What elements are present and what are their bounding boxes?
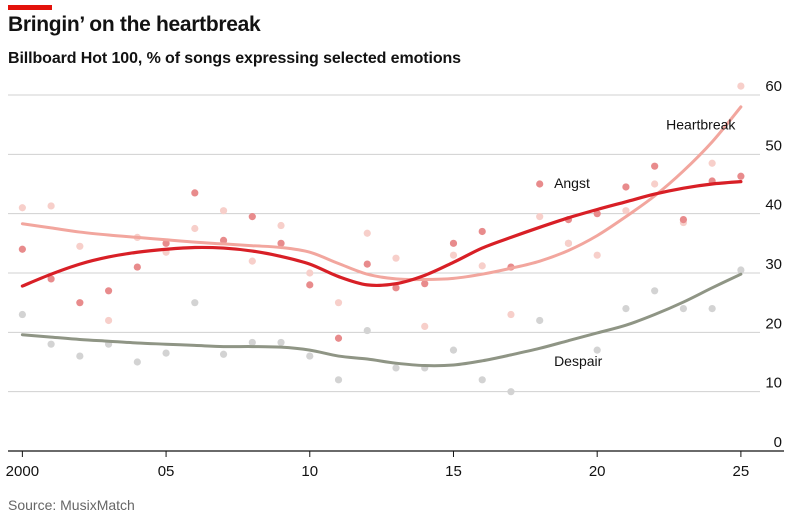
heartbreak-point-2010 bbox=[306, 269, 314, 277]
despair-point-2015 bbox=[449, 346, 458, 354]
angst-point-2006 bbox=[191, 189, 199, 197]
x-tick-label-25: 25 bbox=[733, 463, 750, 480]
y-tick-label-10: 10 bbox=[765, 375, 782, 392]
x-tick-label-10: 10 bbox=[301, 463, 318, 480]
y-tick-label-40: 40 bbox=[765, 197, 782, 214]
y-tick-label-20: 20 bbox=[765, 315, 782, 332]
despair-point-2008 bbox=[248, 338, 256, 347]
angst-point-2000 bbox=[18, 245, 26, 253]
chart-subtitle: Billboard Hot 100, % of songs expressing… bbox=[8, 50, 461, 67]
x-tick-label-05: 05 bbox=[158, 463, 175, 480]
heartbreak-point-2013 bbox=[392, 254, 400, 262]
angst-point-2007 bbox=[219, 236, 228, 244]
angst-point-2011 bbox=[334, 334, 343, 342]
angst-point-2010 bbox=[306, 281, 314, 289]
angst-label: Angst bbox=[554, 175, 590, 191]
despair-point-2018 bbox=[536, 316, 544, 325]
despair-point-2013 bbox=[392, 364, 400, 372]
x-tick-label-2000: 2000 bbox=[6, 463, 39, 480]
despair-point-2024 bbox=[708, 305, 716, 313]
heartbreak-point-2002 bbox=[76, 242, 84, 250]
despair-point-2007 bbox=[219, 350, 228, 358]
heartbreak-point-2000 bbox=[18, 204, 26, 212]
y-tick-label-30: 30 bbox=[765, 256, 782, 273]
heartbreak-point-2021 bbox=[622, 207, 630, 215]
despair-point-2016 bbox=[478, 376, 486, 384]
angst-point-2020 bbox=[593, 210, 601, 218]
heartbreak-point-2009 bbox=[277, 221, 285, 230]
despair-label: Despair bbox=[554, 353, 603, 369]
despair-point-2005 bbox=[162, 349, 170, 357]
heartbreak-point-2007 bbox=[219, 207, 228, 215]
heartbreak-point-2008 bbox=[248, 257, 256, 265]
x-tick-label-20: 20 bbox=[589, 463, 606, 480]
angst-trend-line bbox=[20, 180, 743, 288]
heartbreak-point-2003 bbox=[104, 316, 113, 325]
angst-point-2004 bbox=[133, 263, 141, 271]
despair-point-2009 bbox=[277, 338, 285, 347]
angst-point-2013 bbox=[392, 284, 400, 292]
despair-point-2001 bbox=[47, 340, 55, 348]
angst-point-2005 bbox=[162, 239, 170, 247]
despair-point-2022 bbox=[651, 287, 659, 295]
y-tick-label-60: 60 bbox=[765, 78, 782, 95]
trend-lines bbox=[20, 105, 743, 368]
despair-point-2012 bbox=[363, 326, 371, 335]
heartbreak-point-2025 bbox=[737, 82, 745, 90]
axes: 0 10 20 30 40 50 60 2000 05 10 15 20 25 bbox=[6, 78, 784, 480]
angst-point-2008 bbox=[248, 213, 256, 221]
angst-point-2016 bbox=[478, 227, 486, 236]
angst-point-2015 bbox=[449, 239, 458, 247]
heartbreak-point-2020 bbox=[593, 251, 601, 259]
brand-red-tag bbox=[8, 5, 52, 10]
angst-point-2002 bbox=[76, 299, 84, 307]
despair-point-2021 bbox=[622, 305, 630, 313]
heartbreak-point-2024 bbox=[708, 159, 716, 167]
despair-trend-line bbox=[20, 272, 743, 368]
heartbreak-point-2017 bbox=[507, 310, 515, 319]
despair-point-2025 bbox=[737, 266, 745, 274]
despair-point-2002 bbox=[76, 352, 84, 360]
heartbreak-point-2012 bbox=[363, 229, 371, 237]
heartbreak-point-2019 bbox=[564, 239, 573, 247]
data-points bbox=[18, 82, 745, 396]
angst-point-2003 bbox=[104, 287, 113, 295]
angst-point-2012 bbox=[363, 260, 371, 268]
despair-point-2017 bbox=[507, 388, 515, 396]
heartbreak-point-2006 bbox=[191, 224, 199, 233]
despair-point-2004 bbox=[133, 358, 141, 366]
despair-point-2020 bbox=[593, 346, 601, 354]
chart-title: Bringin’ on the heartbreak bbox=[8, 13, 261, 36]
gridlines bbox=[8, 94, 760, 393]
angst-point-2021 bbox=[622, 183, 630, 191]
angst-point-2014 bbox=[421, 280, 429, 288]
angst-point-2023 bbox=[679, 216, 688, 224]
heartbreak-point-2016 bbox=[478, 262, 486, 270]
heartbreak-point-2015 bbox=[449, 251, 458, 259]
despair-point-2010 bbox=[306, 352, 314, 360]
x-tick-label-15: 15 bbox=[445, 463, 462, 480]
despair-point-2006 bbox=[191, 299, 199, 307]
heartbreak-trend-line bbox=[20, 105, 743, 282]
angst-point-2018 bbox=[536, 180, 544, 188]
heartbreak-point-2014 bbox=[421, 322, 429, 330]
despair-point-2023 bbox=[679, 305, 688, 313]
angst-point-2009 bbox=[277, 239, 285, 247]
heartbreak-point-2022 bbox=[651, 180, 659, 188]
y-tick-label-50: 50 bbox=[765, 137, 782, 154]
heartbreak-point-2001 bbox=[47, 202, 55, 210]
angst-point-2025 bbox=[737, 172, 745, 180]
series-labels: Despair Heartbreak Angst bbox=[554, 116, 736, 369]
despair-point-2000 bbox=[18, 310, 26, 319]
heartbreak-point-2011 bbox=[334, 299, 343, 307]
heartbreak-point-2018 bbox=[536, 213, 544, 221]
source-note: Source: MusixMatch bbox=[8, 497, 135, 513]
heartbreak-label: Heartbreak bbox=[666, 116, 736, 132]
angst-point-2022 bbox=[651, 162, 659, 170]
despair-point-2011 bbox=[334, 376, 343, 384]
y-tick-label-0: 0 bbox=[774, 434, 782, 451]
angst-point-2001 bbox=[47, 275, 55, 283]
